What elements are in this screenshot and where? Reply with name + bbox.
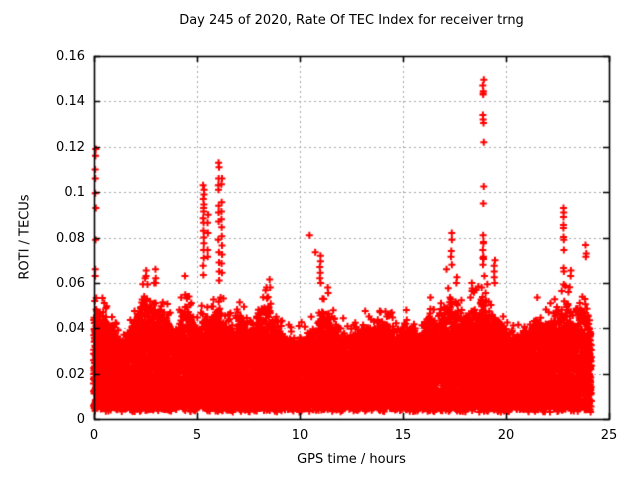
x-tick-label: 10 xyxy=(291,428,309,443)
x-axis-label: GPS time / hours xyxy=(297,452,406,467)
y-tick-label: 0.08 xyxy=(56,230,85,246)
y-tick-label: 0.06 xyxy=(56,275,85,291)
y-tick-label: 0.04 xyxy=(56,321,85,337)
x-tick-label: 25 xyxy=(600,428,618,443)
y-tick-label: 0.02 xyxy=(56,366,85,382)
x-tick-label: 15 xyxy=(394,428,412,443)
y-tick-label: 0.14 xyxy=(56,94,85,110)
y-tick-label: 0.1 xyxy=(64,185,85,201)
chart-title: Day 245 of 2020, Rate Of TEC Index for r… xyxy=(179,13,524,28)
x-tick-label: 20 xyxy=(497,428,515,443)
y-tick-label: 0 xyxy=(76,412,85,427)
x-tick-label: 5 xyxy=(192,428,202,443)
y-tick-label: 0.12 xyxy=(56,139,85,155)
x-tick-label: 0 xyxy=(89,428,99,443)
y-tick-label: 0.16 xyxy=(56,49,85,64)
